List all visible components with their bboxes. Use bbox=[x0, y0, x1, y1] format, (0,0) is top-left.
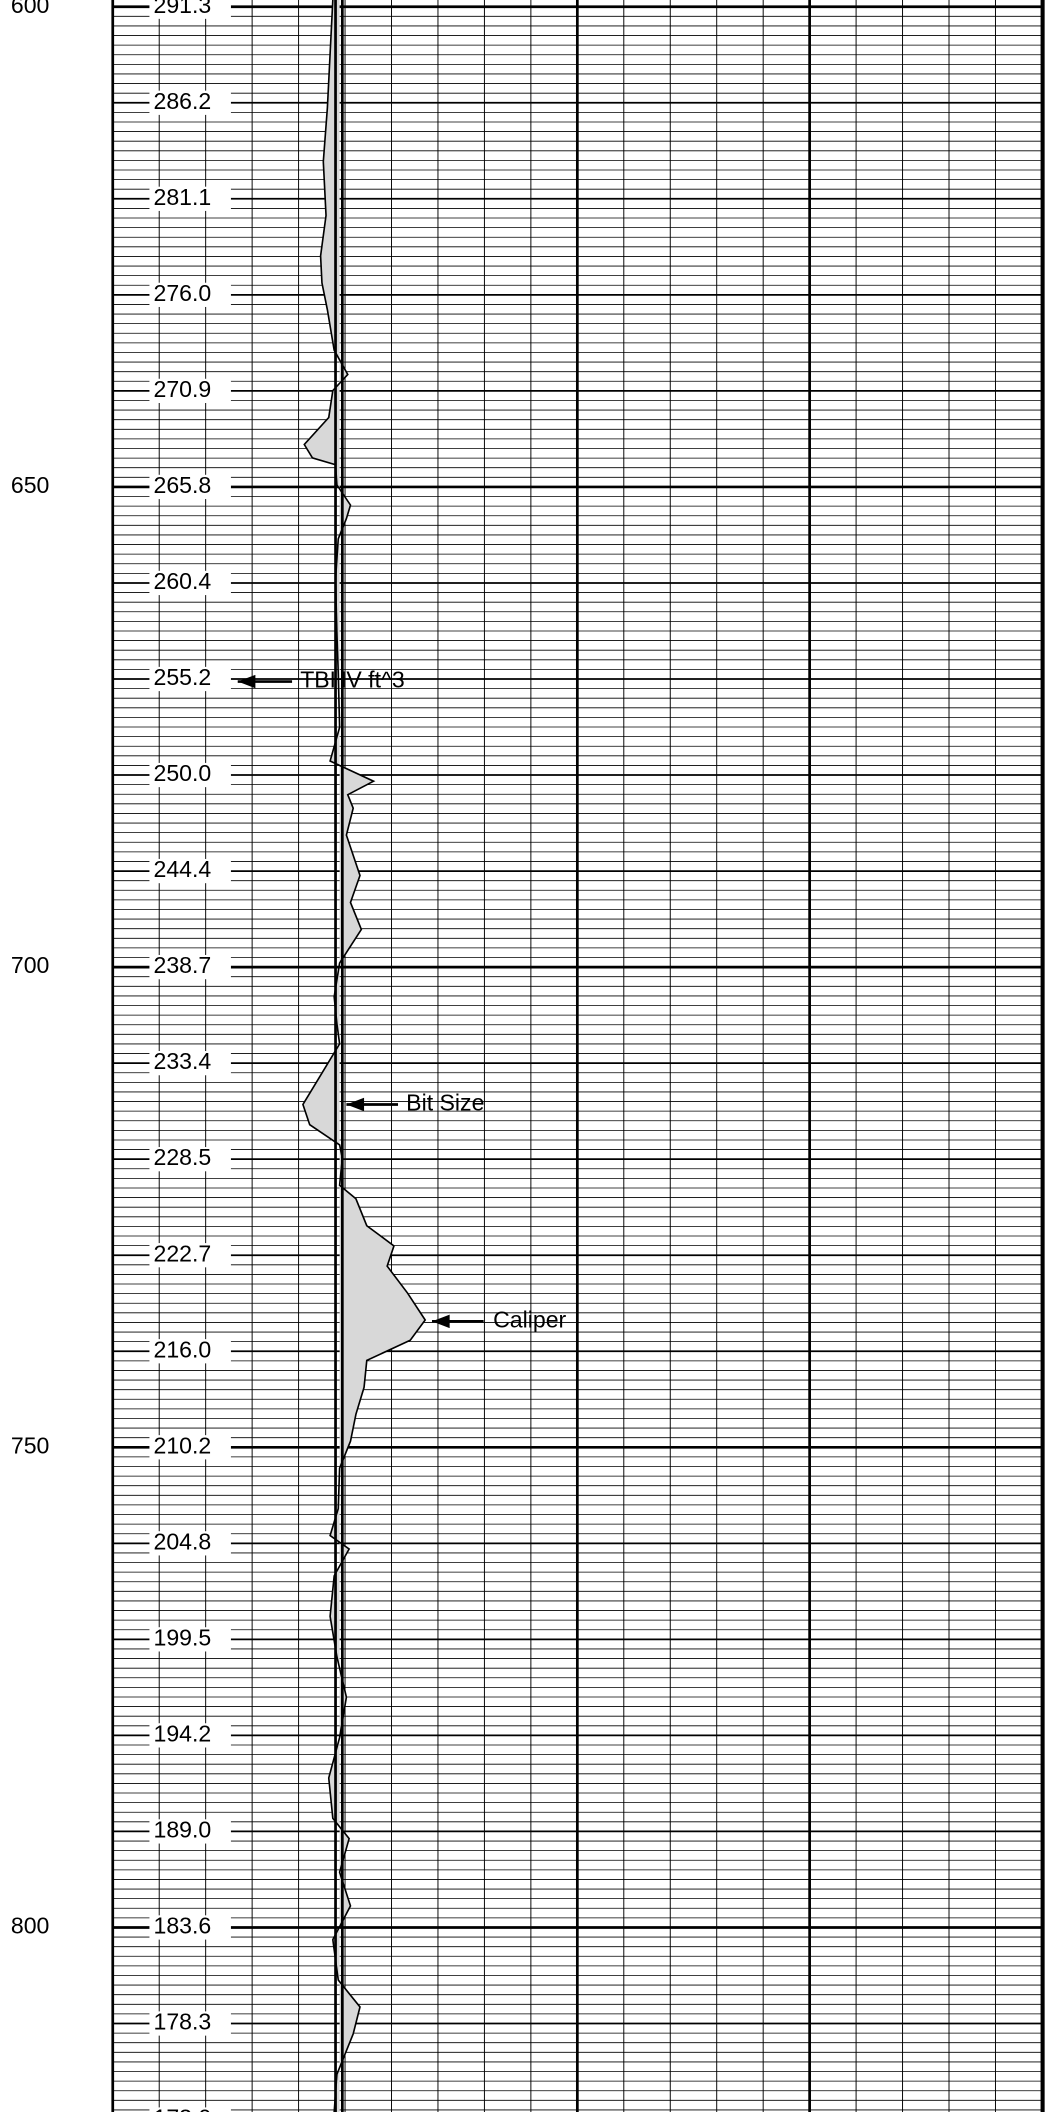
label-bg bbox=[149, 1627, 231, 1652]
volume-label: 270.9 bbox=[154, 376, 212, 402]
volume-label: 244.4 bbox=[154, 856, 212, 882]
annotation: Bit Size bbox=[406, 1090, 484, 1116]
caliper-curve bbox=[302, 0, 427, 2112]
label-bg bbox=[149, 1339, 231, 1364]
label-bg bbox=[149, 2107, 231, 2112]
grid bbox=[111, 0, 1045, 2112]
volume-label: 228.5 bbox=[154, 1144, 212, 1170]
volume-label: 183.6 bbox=[154, 1913, 212, 1939]
arrow-head bbox=[346, 1097, 365, 1112]
arrow-head bbox=[237, 674, 256, 689]
label-bg bbox=[149, 762, 231, 788]
arrow-head bbox=[431, 1314, 450, 1329]
label-bg bbox=[149, 0, 231, 19]
volume-label: 286.2 bbox=[154, 88, 212, 114]
volume-label: 204.8 bbox=[154, 1528, 212, 1554]
volume-label: 189.0 bbox=[154, 1817, 212, 1843]
label-bg bbox=[149, 1435, 231, 1460]
label-bg bbox=[149, 378, 231, 404]
label-bg bbox=[149, 474, 231, 500]
label-bg bbox=[149, 570, 231, 596]
label-bg bbox=[149, 1723, 231, 1748]
label-bg bbox=[149, 858, 231, 884]
caliper-fill bbox=[302, 0, 426, 2112]
label-bg bbox=[149, 1051, 231, 1076]
label-bg bbox=[149, 1819, 231, 1844]
label-bg bbox=[149, 1243, 231, 1268]
volume-label: 291.3 bbox=[154, 0, 212, 18]
label-bg bbox=[149, 282, 231, 307]
volume-label: 265.8 bbox=[154, 472, 212, 498]
depth-label: 650 bbox=[11, 472, 50, 498]
label-bg bbox=[149, 1531, 231, 1556]
label-bg bbox=[149, 1147, 231, 1172]
volume-label: 276.0 bbox=[154, 280, 212, 306]
label-bg bbox=[149, 186, 231, 211]
volume-label: 216.0 bbox=[154, 1336, 212, 1362]
label-bg bbox=[149, 2011, 231, 2036]
depth-label: 600 bbox=[11, 0, 50, 18]
label-bg bbox=[149, 954, 231, 980]
volume-label: 178.3 bbox=[154, 2009, 212, 2035]
label-bg bbox=[149, 666, 231, 692]
volume-label: 194.2 bbox=[154, 1721, 212, 1747]
label-bg bbox=[149, 1915, 231, 1940]
volume-label: 238.7 bbox=[154, 952, 212, 978]
labels: 600 650 700 750 800 291.3 286.2 281.1 276.0 270.9… bbox=[11, 0, 231, 2112]
annotation: Caliper bbox=[493, 1306, 566, 1332]
volume-label: 173.0 bbox=[154, 2105, 212, 2112]
volume-label: 210.2 bbox=[154, 1432, 212, 1458]
volume-label: 260.4 bbox=[154, 568, 212, 594]
volume-label: 281.1 bbox=[154, 184, 212, 210]
volume-label: 222.7 bbox=[154, 1240, 212, 1266]
volume-label: 233.4 bbox=[154, 1048, 212, 1074]
volume-label: 199.5 bbox=[154, 1625, 212, 1651]
annotation: TBHV ft^3 bbox=[300, 667, 404, 693]
label-bg bbox=[149, 90, 231, 115]
depth-label: 800 bbox=[11, 1913, 50, 1939]
volume-label: 255.2 bbox=[154, 664, 212, 690]
volume-label: 250.0 bbox=[154, 760, 212, 786]
depth-label: 700 bbox=[11, 952, 50, 978]
depth-label: 750 bbox=[11, 1432, 50, 1458]
